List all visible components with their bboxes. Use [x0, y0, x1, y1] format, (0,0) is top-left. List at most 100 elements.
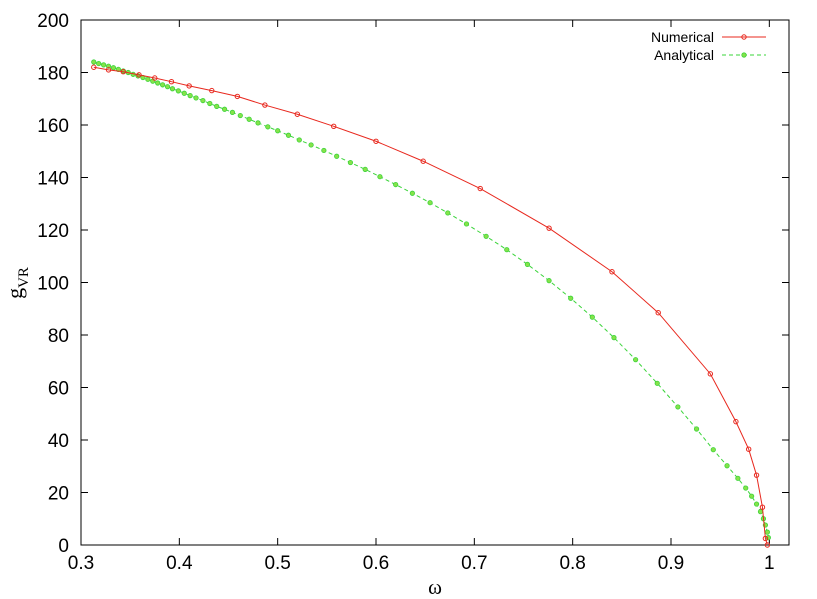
y-tick-label: 60	[48, 379, 69, 400]
data-point-analytical	[765, 535, 771, 541]
x-tick-label: 0.8	[559, 553, 585, 574]
data-point-analytical	[187, 93, 193, 99]
data-point-numerical	[759, 504, 766, 510]
data-point-analytical	[155, 80, 161, 86]
data-point-analytical	[753, 501, 760, 507]
data-point-analytical	[743, 485, 749, 491]
y-tick-label: 120	[37, 221, 69, 242]
y-tick-label: 20	[48, 484, 69, 505]
data-point-numerical	[91, 64, 97, 70]
series-line-numerical	[93, 66, 768, 546]
x-axis-title: ω	[428, 575, 442, 599]
x-tick-label: 0.4	[166, 553, 193, 574]
data-point-analytical	[524, 261, 531, 267]
data-point-analytical	[710, 447, 716, 453]
data-point-analytical	[101, 62, 107, 68]
y-tick-label: 180	[37, 64, 69, 85]
data-point-analytical	[724, 463, 730, 469]
data-point-numerical	[331, 123, 337, 130]
data-point-numerical	[764, 542, 771, 548]
data-point-analytical	[334, 153, 340, 159]
x-tick-label: 0.6	[363, 553, 389, 574]
data-point-analytical	[255, 120, 261, 126]
data-point-analytical	[749, 493, 755, 499]
data-point-numerical	[105, 67, 112, 73]
y-axis-title: gVR	[2, 267, 32, 299]
x-tick-label: 0.5	[264, 553, 290, 574]
y-tick-label: 100	[37, 274, 69, 295]
data-point-analytical	[321, 147, 327, 154]
data-point-numerical	[546, 225, 552, 231]
data-point-analytical	[693, 426, 700, 432]
data-point-numerical	[234, 93, 241, 100]
data-point-numerical	[745, 446, 752, 452]
y-tick-label: 80	[48, 326, 69, 347]
x-tick-label: 1	[764, 553, 775, 574]
data-point-analytical	[145, 76, 151, 82]
data-point-analytical	[200, 97, 206, 104]
data-point-analytical	[757, 509, 764, 515]
data-point-analytical	[611, 335, 617, 341]
data-point-analytical	[229, 109, 236, 116]
data-point-analytical	[654, 380, 660, 386]
data-point-analytical	[445, 210, 451, 216]
data-point-analytical	[764, 529, 770, 535]
data-point-analytical	[105, 63, 112, 69]
y-tick-label: 140	[37, 169, 69, 190]
data-point-analytical	[427, 200, 433, 206]
data-point-numerical	[294, 111, 301, 117]
y-axis-title-sub: VR	[16, 267, 32, 288]
data-point-analytical	[169, 86, 176, 92]
data-point-numerical	[262, 102, 268, 108]
data-point-analytical	[463, 221, 470, 227]
data-point-analytical	[483, 233, 489, 239]
data-point-analytical	[237, 112, 243, 119]
data-point-analytical	[393, 181, 399, 188]
data-point-analytical	[160, 82, 166, 88]
legend: Numerical Analytical	[651, 29, 766, 63]
y-axis-title-main: g	[2, 288, 27, 299]
data-point-analytical	[675, 404, 681, 410]
x-tick-label: 0.9	[658, 553, 684, 574]
data-point-numerical	[120, 69, 126, 75]
data-point-numerical	[609, 269, 615, 275]
data-point-numerical	[477, 185, 483, 192]
data-point-analytical	[175, 88, 181, 94]
data-point-numerical	[168, 78, 175, 85]
data-point-analytical	[164, 84, 171, 90]
data-point-analytical	[193, 95, 199, 101]
y-tick-label: 160	[37, 116, 69, 137]
data-point-numerical	[420, 158, 426, 164]
data-point-analytical	[735, 475, 741, 481]
data-point-numerical	[373, 138, 379, 144]
data-point-numerical	[733, 418, 739, 425]
data-point-analytical	[214, 103, 220, 109]
data-point-numerical	[707, 371, 714, 377]
data-point-analytical	[96, 60, 102, 67]
series-line-analytical	[93, 61, 769, 538]
svg-text:gVR: gVR	[2, 267, 32, 299]
legend-label-analytical: Analytical	[654, 47, 714, 63]
x-tick-label: 0.3	[68, 553, 94, 574]
data-point-analytical	[181, 90, 187, 96]
data-point-analytical	[265, 124, 271, 130]
data-point-analytical	[275, 128, 281, 134]
data-point-analytical	[632, 357, 639, 363]
data-point-analytical	[285, 132, 292, 138]
data-point-analytical	[246, 116, 252, 122]
data-point-analytical	[308, 142, 314, 148]
y-tick-label: 0	[58, 536, 69, 557]
x-tick-label: 0.7	[461, 553, 487, 574]
data-point-analytical	[362, 166, 368, 172]
data-point-analytical	[504, 247, 510, 253]
data-point-analytical	[207, 100, 213, 107]
data-point-analytical	[91, 59, 97, 65]
data-point-numerical	[655, 309, 661, 316]
data-point-numerical	[136, 72, 142, 78]
data-point-analytical	[377, 174, 383, 180]
legend-marker-analytical	[741, 52, 747, 58]
data-point-analytical	[409, 190, 415, 196]
data-point-numerical	[209, 87, 215, 94]
data-point-numerical	[186, 83, 192, 89]
